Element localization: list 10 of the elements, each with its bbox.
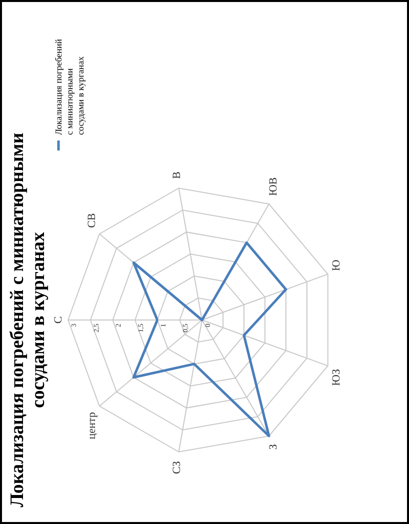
spoke-label: В	[171, 172, 184, 179]
spoke-label: ЮВ	[268, 177, 280, 196]
text: Локализация погребений с миниатюрными сосудами в курганах	[54, 38, 86, 135]
spoke-label: СЗ	[171, 460, 184, 474]
spoke-label: центр	[86, 412, 98, 440]
spoke-label: С	[52, 316, 65, 324]
spoke-label: З	[268, 444, 280, 450]
spoke-label: Ю	[330, 260, 343, 271]
spoke-label: СВ	[86, 213, 98, 228]
spoke-label: ЮЗ	[330, 368, 343, 386]
